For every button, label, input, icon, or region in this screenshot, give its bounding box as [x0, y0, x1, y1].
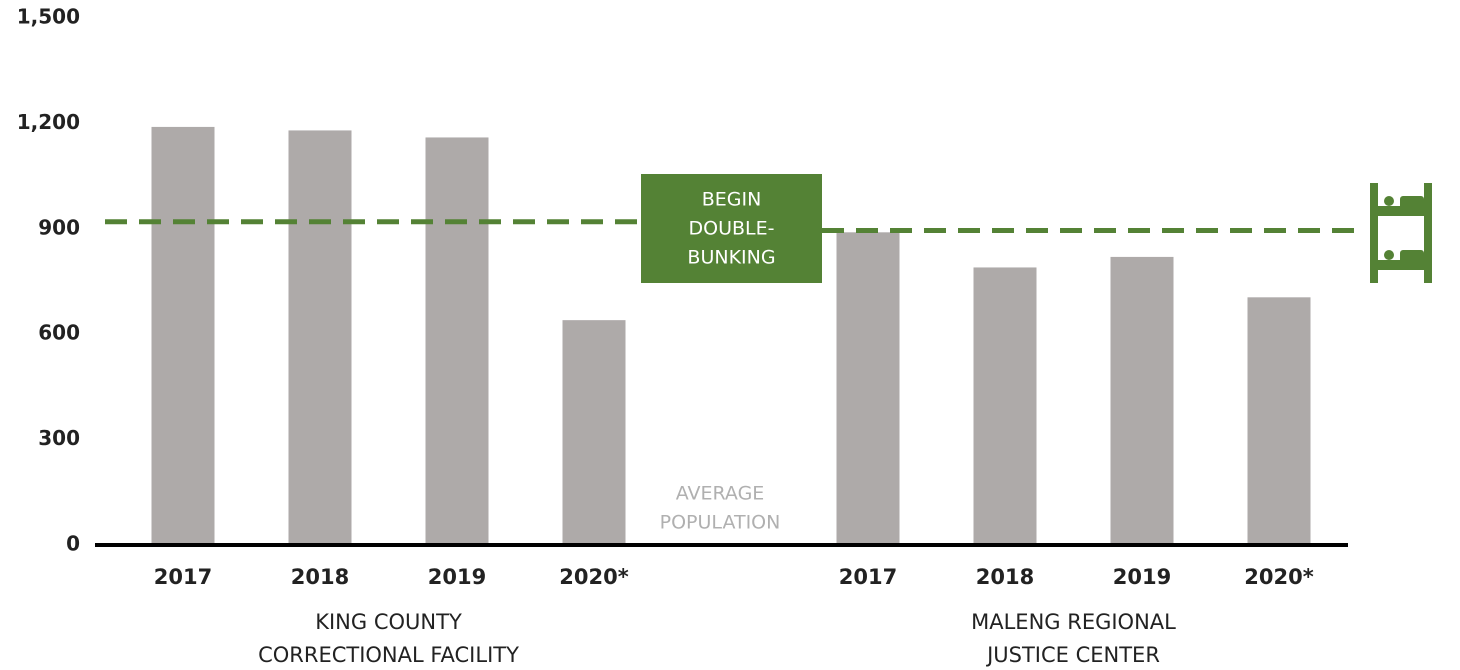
bar [562, 320, 626, 545]
y-tick-label: 600 [38, 321, 80, 345]
y-tick-label: 900 [38, 215, 80, 239]
bar [151, 126, 215, 545]
annotation-text: DOUBLE- [689, 218, 775, 240]
x-tick-label: 2019 [428, 565, 486, 589]
group-label: KING COUNTY [315, 610, 462, 634]
annotation-box [641, 174, 822, 283]
x-tick-label: 2019 [1113, 565, 1171, 589]
bunk-bed-icon [1370, 183, 1432, 283]
bar [425, 137, 489, 545]
y-tick-label: 1,200 [17, 110, 80, 134]
group-label: MALENG REGIONAL [971, 610, 1176, 634]
group-label: JUSTICE CENTER [985, 643, 1160, 667]
y-tick-label: 300 [38, 426, 80, 450]
x-tick-label: 2017 [154, 565, 212, 589]
bar [288, 130, 352, 545]
x-tick-label: 2020* [1244, 565, 1313, 589]
bar [1247, 297, 1311, 545]
y-tick-label: 1,500 [17, 5, 80, 29]
axis-note: POPULATION [660, 512, 781, 534]
annotation-text: BUNKING [687, 247, 775, 269]
axis-note: AVERAGE [676, 483, 765, 505]
bar [973, 267, 1037, 545]
x-tick-label: 2018 [291, 565, 349, 589]
y-tick-label: 0 [66, 532, 80, 556]
x-tick-label: 2020* [559, 565, 628, 589]
x-tick-label: 2018 [976, 565, 1034, 589]
bar [836, 232, 900, 545]
group-label: CORRECTIONAL FACILITY [258, 643, 519, 667]
x-tick-label: 2017 [839, 565, 897, 589]
bar [1110, 256, 1174, 545]
annotation-text: BEGIN [702, 189, 762, 211]
